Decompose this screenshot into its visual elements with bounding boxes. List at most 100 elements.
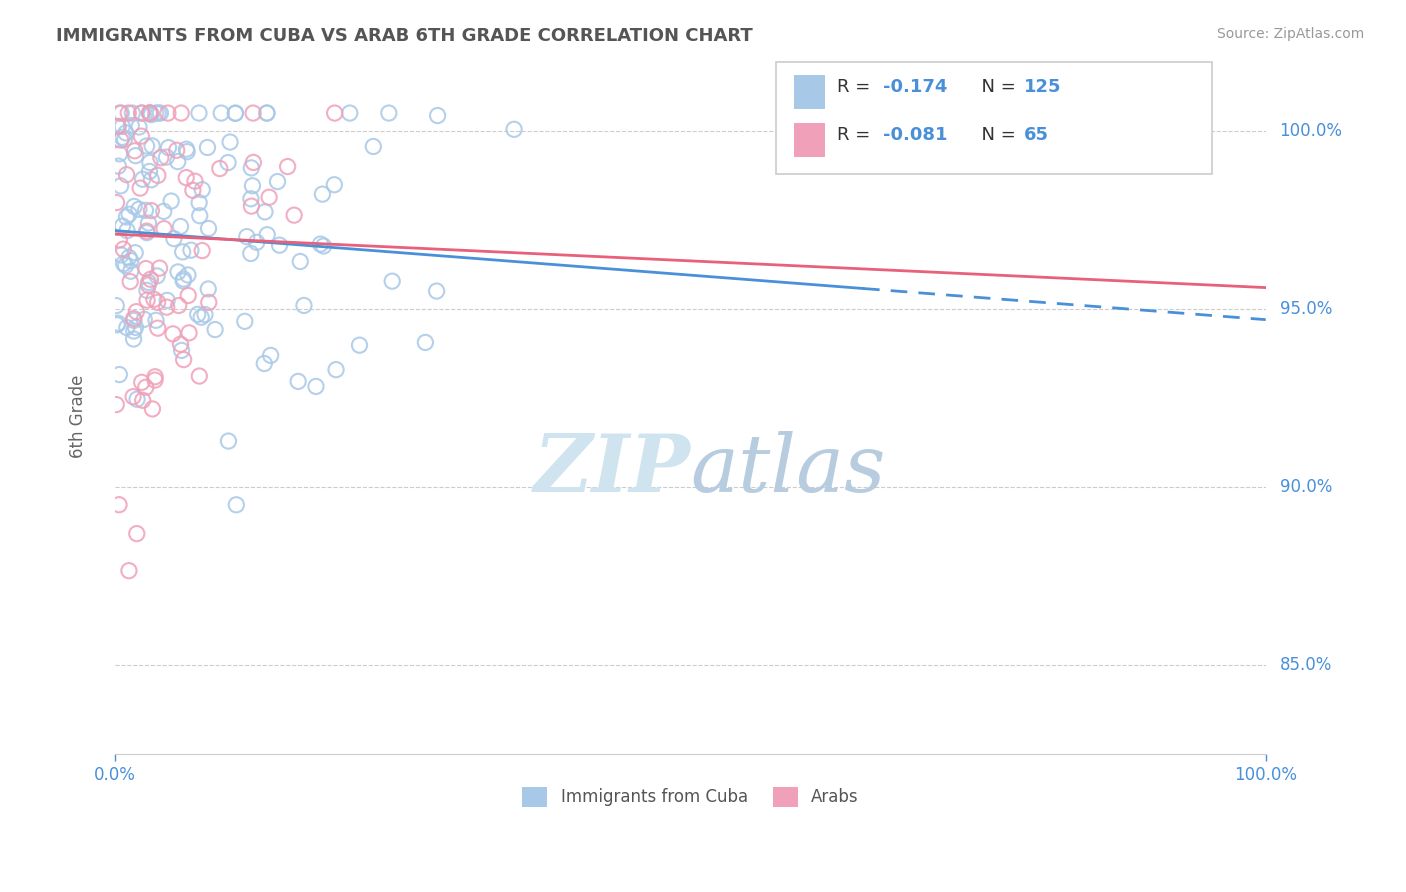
Point — [325, 362, 347, 376]
Point — [115, 224, 138, 238]
Point — [160, 194, 183, 208]
Point — [253, 357, 276, 371]
Point — [177, 268, 200, 282]
Point — [197, 282, 219, 296]
Point — [309, 237, 332, 252]
Point — [118, 207, 141, 221]
Point — [153, 221, 176, 235]
Point — [240, 199, 263, 213]
Point — [426, 109, 449, 123]
Point — [256, 227, 278, 242]
Point — [118, 564, 141, 578]
Point — [311, 187, 333, 202]
Text: -0.081: -0.081 — [883, 126, 948, 144]
Point — [124, 320, 146, 334]
Point — [107, 120, 129, 134]
Point — [239, 192, 262, 206]
Point — [167, 265, 190, 279]
Point — [194, 308, 217, 322]
Point — [292, 298, 315, 312]
Point — [173, 272, 195, 286]
Point — [135, 261, 157, 276]
Point — [204, 322, 226, 336]
Point — [120, 253, 142, 268]
Point — [312, 239, 335, 253]
Point — [138, 276, 160, 290]
Point — [134, 312, 156, 326]
Point — [339, 106, 361, 120]
Point — [167, 298, 190, 312]
Point — [122, 324, 145, 338]
Point — [105, 398, 128, 412]
Point — [209, 106, 232, 120]
Point — [378, 106, 401, 120]
Point — [191, 183, 214, 197]
Point — [105, 195, 128, 210]
Text: 65: 65 — [1024, 126, 1049, 144]
Point — [190, 310, 212, 325]
Point — [176, 145, 198, 159]
Text: Source: ZipAtlas.com: Source: ZipAtlas.com — [1216, 27, 1364, 41]
Point — [242, 106, 264, 120]
Point — [266, 175, 288, 189]
Point — [135, 224, 157, 238]
Point — [125, 392, 148, 407]
Point — [138, 164, 160, 178]
Point — [122, 311, 145, 326]
Point — [277, 160, 299, 174]
Point — [115, 168, 138, 182]
Point — [290, 254, 312, 268]
Point — [131, 376, 153, 390]
Point — [381, 274, 404, 288]
Point — [170, 343, 193, 358]
Point — [107, 316, 129, 330]
Point — [108, 498, 131, 512]
Point — [139, 155, 162, 169]
Point — [155, 150, 177, 164]
Point — [117, 106, 139, 120]
Point — [138, 216, 160, 230]
Text: 95.0%: 95.0% — [1279, 300, 1331, 318]
Point — [146, 169, 169, 183]
Point — [177, 288, 200, 302]
Point — [110, 133, 132, 147]
Point — [124, 149, 146, 163]
Point — [120, 119, 142, 133]
Point — [157, 140, 180, 154]
Point — [141, 203, 163, 218]
Point — [224, 106, 246, 120]
Point — [224, 106, 246, 120]
Point — [253, 204, 276, 219]
Point — [115, 320, 138, 334]
Point — [257, 190, 280, 204]
Point — [120, 275, 142, 289]
Point — [188, 195, 211, 210]
Point — [145, 313, 167, 327]
Point — [166, 143, 188, 157]
Point — [197, 221, 219, 235]
Point — [108, 106, 131, 120]
Point — [107, 159, 129, 173]
Point — [156, 106, 179, 120]
Point — [145, 106, 167, 120]
Point — [149, 106, 172, 120]
Point — [197, 140, 219, 154]
Point — [181, 183, 204, 197]
Point — [283, 208, 305, 222]
Point — [131, 106, 153, 120]
Point — [256, 106, 278, 120]
Text: 100.0%: 100.0% — [1279, 122, 1343, 140]
Point — [138, 106, 160, 120]
Point — [110, 106, 132, 120]
Text: atlas: atlas — [690, 431, 886, 508]
Text: R =: R = — [837, 126, 876, 144]
Point — [128, 202, 150, 217]
Point — [188, 369, 211, 384]
Point — [131, 172, 153, 186]
Point — [323, 106, 346, 120]
Point — [114, 259, 136, 273]
Text: 85.0%: 85.0% — [1279, 657, 1331, 674]
Point — [131, 129, 153, 144]
Point — [256, 106, 278, 120]
Point — [107, 120, 129, 134]
